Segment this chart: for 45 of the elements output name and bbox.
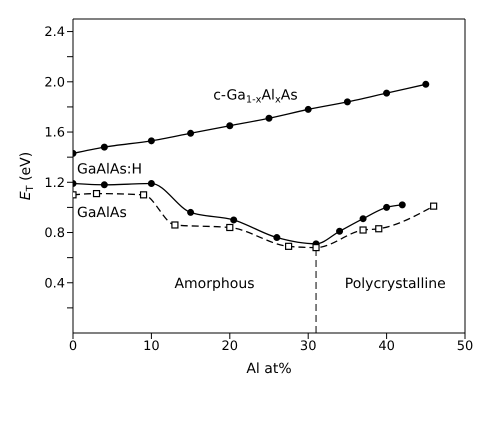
annotation: Polycrystalline [344,276,446,292]
x-tick-label: 20 [222,339,238,354]
point [383,204,390,211]
point [226,224,234,232]
x-tick-label: 10 [143,339,160,354]
x-tick-label: 0 [68,339,78,354]
point [360,215,367,222]
y-tick-label: 0.4 [44,276,65,292]
point [359,226,367,234]
point [383,90,390,97]
x-tick-label: 50 [456,339,474,354]
point [226,122,234,130]
point [375,225,382,232]
y-tick-label: 1.6 [44,126,65,141]
point [312,244,320,252]
series-label: GaAlAs [77,204,127,221]
point [187,130,194,137]
x-tick-label: 30 [300,339,316,354]
y-tick-label: 0.8 [44,226,65,242]
point [148,180,155,188]
point [285,242,292,250]
y-tick-label: 2.4 [44,25,65,40]
x-axis-title: Al at% [246,361,292,377]
series-label: c-Ga$_{1-x}$Al$_{x}$As [213,87,298,105]
point [344,98,351,106]
point [273,234,280,242]
point [266,114,272,122]
x-tick-label: 40 [378,339,395,354]
point [336,228,344,235]
y-tick-label: 1.2 [44,176,65,191]
point [100,144,108,151]
point [398,201,406,208]
point [100,181,108,188]
point [171,221,179,229]
series-label: GaAlAs:H [77,162,142,178]
point [422,80,430,88]
point [92,190,100,198]
point [230,216,238,224]
point [140,191,148,198]
point [430,202,438,210]
point [304,106,312,113]
point [148,137,155,144]
annotation: Amorphous [174,276,254,292]
point [187,208,194,216]
y-tick-label: 2.0 [44,75,65,90]
